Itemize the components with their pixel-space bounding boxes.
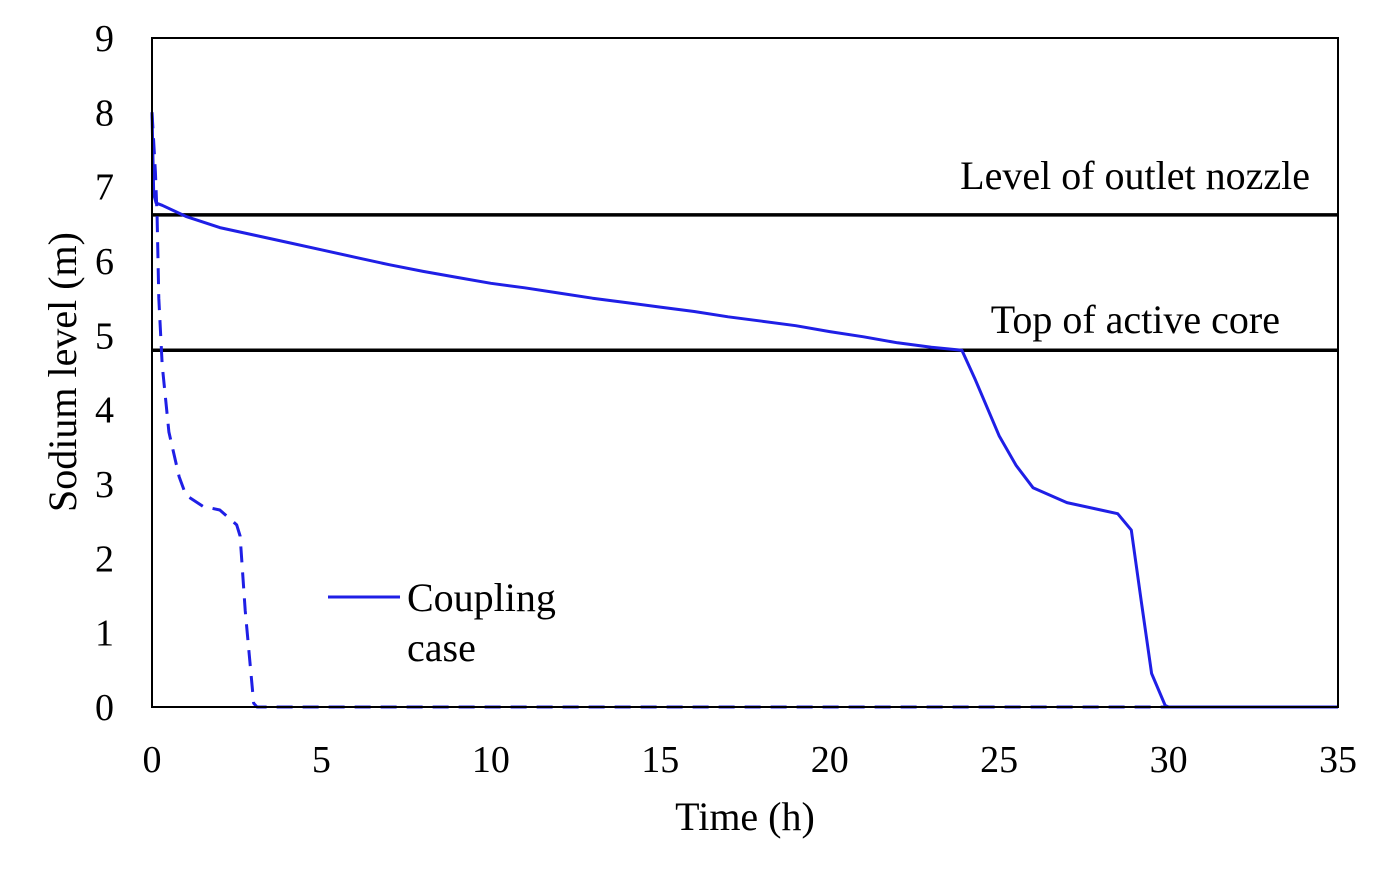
- x-tick-label: 5: [312, 739, 331, 781]
- x-axis-ticks: 0 5 10 15 20 25 30 35: [143, 739, 1358, 781]
- y-tick-label: 0: [95, 687, 114, 729]
- series-line-solid: [150, 112, 1338, 709]
- y-tick-label: 7: [95, 167, 114, 209]
- x-tick-label: 20: [811, 739, 849, 781]
- x-tick-label: 35: [1319, 739, 1357, 781]
- y-tick-label: 9: [95, 18, 114, 60]
- series-group: [150, 112, 1338, 709]
- y-tick-label: 8: [95, 92, 114, 134]
- x-tick-label: 15: [641, 739, 679, 781]
- x-tick-label: 25: [980, 739, 1018, 781]
- reference-lines: [152, 213, 1338, 352]
- x-tick-label: 30: [1150, 739, 1188, 781]
- outlet-nozzle-label: Level of outlet nozzle: [960, 153, 1310, 198]
- legend-label-coupling: Coupling: [407, 575, 556, 620]
- y-tick-label: 1: [95, 613, 114, 655]
- plot-area-frame: [151, 37, 1339, 708]
- x-tick-label: 10: [472, 739, 510, 781]
- legend-label-case: case: [407, 625, 476, 670]
- y-axis-ticks: 0 1 2 3 4 5 6 7 8 9: [95, 18, 114, 729]
- y-tick-label: 2: [95, 538, 114, 580]
- y-tick-label: 5: [95, 315, 114, 357]
- x-tick-label: 0: [143, 739, 162, 781]
- active-core-top-label: Top of active core: [991, 297, 1280, 342]
- y-tick-label: 3: [95, 464, 114, 506]
- x-axis-title: Time (h): [675, 794, 815, 839]
- series-line-dashed: [150, 112, 1338, 709]
- y-axis-title: Sodium level (m): [40, 232, 85, 512]
- y-tick-label: 6: [95, 241, 114, 283]
- y-tick-label: 4: [95, 390, 114, 432]
